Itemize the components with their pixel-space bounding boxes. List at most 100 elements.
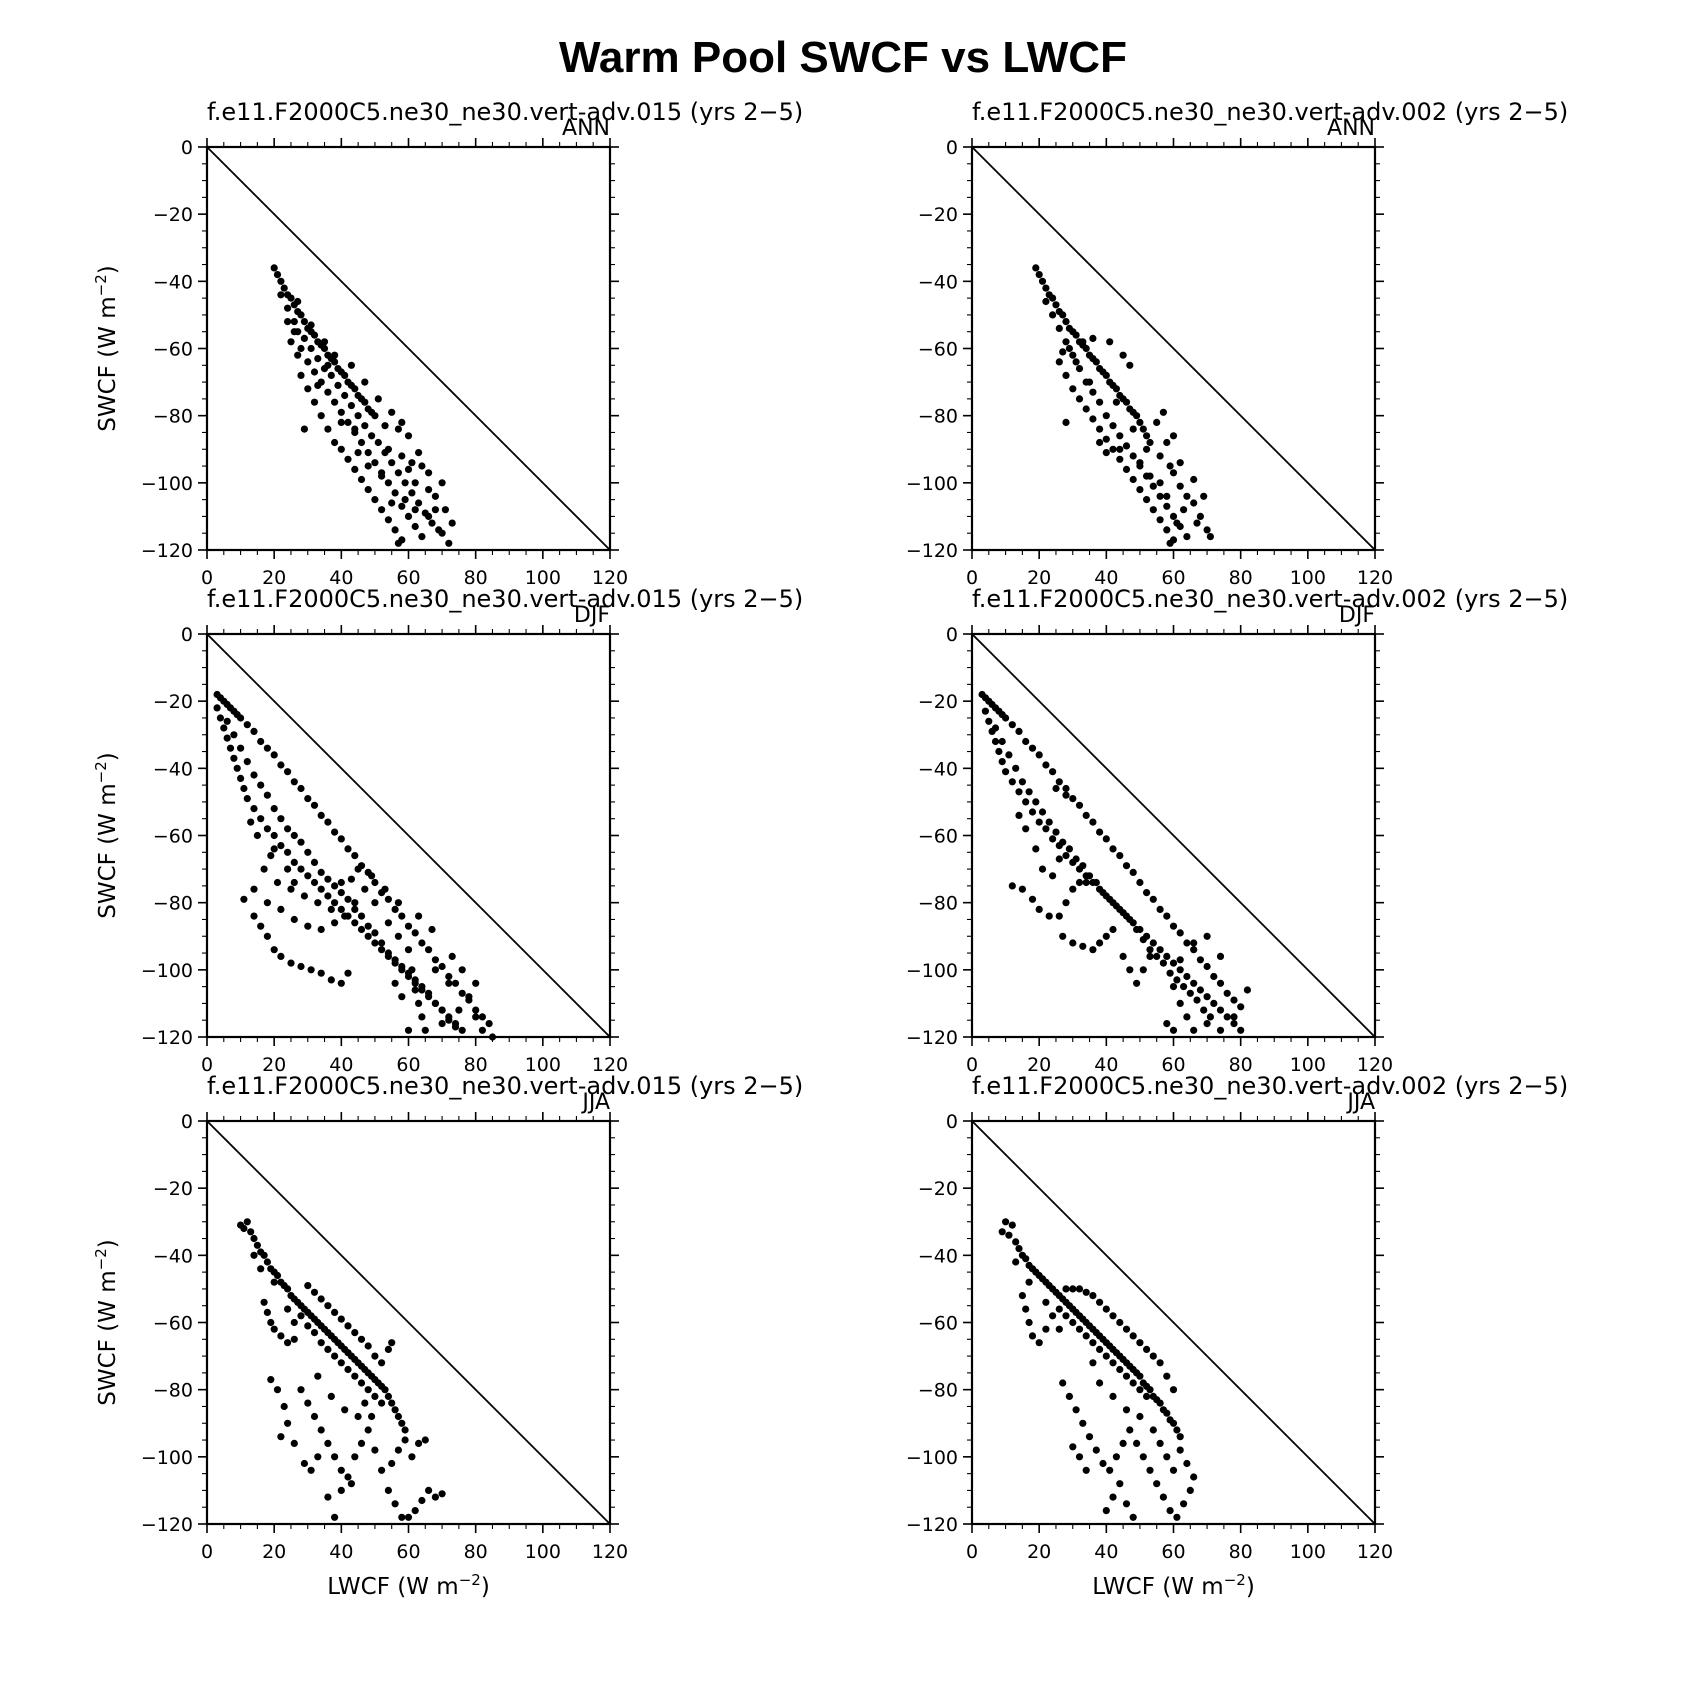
- data-point: [1008, 778, 1016, 786]
- data-point: [273, 878, 282, 887]
- data-point: [1163, 526, 1171, 534]
- data-point: [324, 892, 332, 900]
- data-point: [1079, 338, 1087, 346]
- data-point: [1089, 415, 1097, 423]
- data-point: [1163, 1020, 1171, 1028]
- data-point: [1082, 1332, 1090, 1340]
- data-point: [1180, 983, 1188, 991]
- data-point: [361, 422, 369, 430]
- data-point: [371, 878, 379, 887]
- data-point: [297, 784, 305, 793]
- data-point: [438, 479, 446, 487]
- data-point: [1082, 1288, 1090, 1296]
- x-tick-label: 20: [1027, 1054, 1051, 1076]
- data-point: [438, 1020, 446, 1028]
- data-point: [1180, 1500, 1188, 1508]
- data-point: [438, 962, 446, 971]
- data-point: [351, 385, 359, 393]
- data-point: [270, 845, 278, 853]
- data-point: [331, 438, 339, 447]
- x-tick-label: 0: [966, 1541, 978, 1563]
- y-axis-label: SWCF (W m−2): [92, 752, 121, 918]
- y-tick-label: −100: [141, 473, 193, 495]
- data-point: [1126, 915, 1134, 924]
- data-point: [1059, 1379, 1067, 1387]
- y-tick-label: −120: [141, 1027, 193, 1049]
- data-point: [458, 966, 466, 974]
- data-point: [331, 358, 339, 366]
- data-point: [304, 922, 312, 930]
- data-point: [448, 519, 456, 527]
- data-point: [1042, 297, 1050, 306]
- data-point: [1082, 344, 1090, 353]
- data-point: [378, 472, 386, 480]
- data-point: [344, 895, 352, 903]
- data-point: [344, 1365, 352, 1374]
- data-point: [1159, 959, 1167, 967]
- data-point: [1136, 418, 1144, 426]
- data-point: [384, 445, 392, 453]
- data-point: [263, 1308, 271, 1316]
- data-point: [425, 946, 433, 954]
- y-tick-label: −60: [153, 1313, 193, 1335]
- data-point: [320, 338, 329, 346]
- x-tick-label: 20: [1027, 567, 1051, 589]
- data-point: [411, 929, 419, 937]
- data-point: [310, 1288, 319, 1296]
- data-point: [1203, 932, 1211, 940]
- data-point: [1052, 828, 1060, 836]
- data-point: [263, 1258, 271, 1266]
- data-point: [317, 1295, 325, 1303]
- data-point: [1025, 1318, 1033, 1327]
- data-point: [310, 1329, 319, 1337]
- y-tick-label: −60: [918, 1313, 958, 1335]
- data-point: [1112, 1453, 1120, 1461]
- data-point: [1015, 788, 1023, 796]
- data-point: [1002, 768, 1010, 776]
- data-point: [1122, 1500, 1131, 1508]
- data-point: [1216, 979, 1225, 987]
- data-point: [260, 865, 268, 873]
- data-point: [995, 747, 1003, 756]
- x-tick-label: 40: [329, 567, 353, 589]
- data-point: [1092, 358, 1100, 366]
- data-point: [384, 1486, 392, 1494]
- data-point: [431, 999, 439, 1008]
- season-label: DJF: [574, 603, 610, 628]
- data-point: [1096, 939, 1104, 947]
- data-point: [1133, 925, 1141, 934]
- data-point: [1079, 942, 1087, 950]
- data-point: [1099, 889, 1107, 897]
- data-point: [1038, 277, 1047, 285]
- data-point: [1129, 452, 1137, 460]
- data-point: [253, 1241, 261, 1249]
- x-tick-label: 60: [396, 567, 420, 589]
- data-point: [284, 318, 292, 326]
- data-point: [1243, 986, 1251, 994]
- data-point: [1163, 1372, 1171, 1380]
- data-point: [317, 1426, 325, 1434]
- data-point: [304, 872, 312, 880]
- data-point: [250, 727, 258, 736]
- data-point: [1059, 932, 1067, 940]
- data-point: [1146, 1466, 1154, 1474]
- data-point: [347, 875, 355, 883]
- data-point: [290, 915, 298, 924]
- data-point: [1163, 492, 1171, 500]
- data-point: [1035, 905, 1043, 914]
- data-point: [371, 1352, 379, 1360]
- data-point: [1109, 925, 1117, 934]
- data-point: [277, 952, 285, 961]
- scatter-panel-6: 0 20 40 60 80 100 120 0 −20 −40 −60 −80 −100 −120 f.e1…: [906, 1072, 1568, 1600]
- data-point: [290, 1318, 298, 1327]
- data-point: [1015, 1245, 1023, 1253]
- data-point: [273, 1271, 282, 1280]
- data-point: [240, 1224, 248, 1233]
- data-point: [317, 969, 325, 977]
- data-point: [314, 1372, 322, 1380]
- y-tick-label: −100: [906, 960, 958, 982]
- data-point: [1136, 486, 1144, 494]
- data-point: [284, 1339, 292, 1347]
- data-point: [277, 1433, 285, 1441]
- data-point: [1062, 784, 1070, 793]
